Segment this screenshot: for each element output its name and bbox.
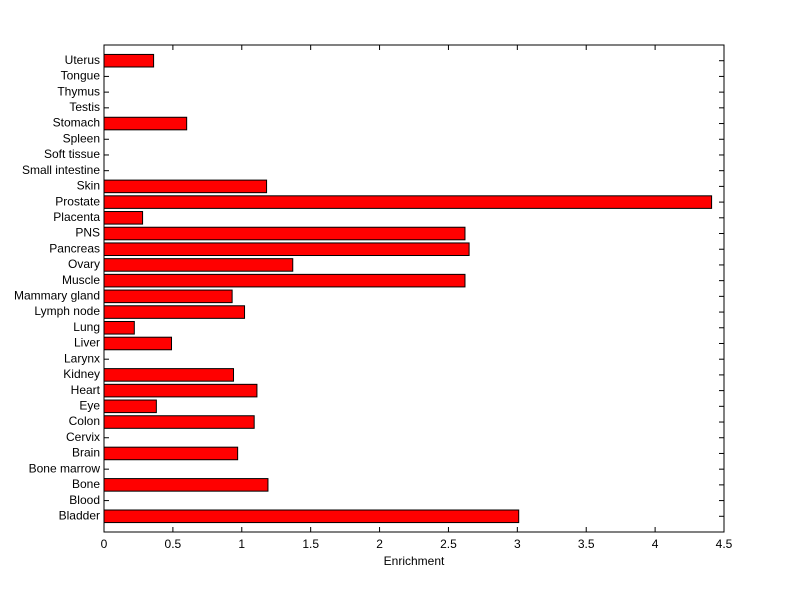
bar [103,383,258,398]
y-tick-label: Tongue [61,69,101,83]
x-tick-label: 1 [238,537,245,551]
x-tick-label: 2.5 [440,537,457,551]
x-tick-label: 0 [101,537,108,551]
y-tick-label: Mammary gland [14,289,100,303]
y-tick-label: Muscle [62,273,100,287]
y-tick-label: Ovary [68,257,100,271]
bar [103,179,268,194]
bar [103,116,188,131]
y-tick-label: Liver [74,336,100,350]
y-tick-label: Stomach [53,116,100,130]
bar [103,289,233,304]
bar [103,211,144,225]
bar [103,258,294,272]
bar [103,368,235,382]
y-tick-label: Testis [69,100,100,114]
y-tick-label: Placenta [53,210,100,224]
x-tick-label: 1.5 [302,537,319,551]
bar [103,242,470,257]
y-tick-label: Kidney [63,367,100,381]
y-tick-label: Uterus [65,53,100,67]
x-tick-label: 4.5 [716,537,733,551]
y-tick-label: Small intestine [22,163,100,177]
y-tick-label: Spleen [63,131,100,145]
y-tick-label: Thymus [57,84,100,98]
y-tick-label: Lung [73,320,100,334]
y-tick-label: Prostate [55,194,100,208]
x-tick-label: 3 [514,537,521,551]
y-tick-label: Blood [69,493,100,507]
x-tick-label: 3.5 [578,537,595,551]
y-tick-label: PNS [75,226,100,240]
bar [103,226,466,241]
bar [103,195,713,209]
bar [103,478,269,492]
bar [103,336,173,351]
x-tick-label: 4 [652,537,659,551]
y-tick-label: Bone marrow [29,461,101,475]
y-tick-label: Larynx [64,351,100,365]
y-tick-label: Cervix [66,430,100,444]
x-axis-label: Enrichment [384,554,445,568]
y-tick-label: Brain [72,446,100,460]
bar [103,273,466,288]
y-tick-label: Colon [69,414,100,428]
bar [103,446,239,461]
y-tick-label: Lymph node [34,304,100,318]
y-tick-label: Heart [71,383,101,397]
bar [103,399,157,414]
bar [103,509,520,524]
y-tick-label: Eye [79,398,100,412]
x-tick-label: 2 [376,537,383,551]
bar [103,415,255,429]
bar [103,305,246,319]
y-tick-label: Skin [77,179,100,193]
y-tick-label: Pancreas [49,241,100,255]
y-tick-label: Bone [72,477,100,491]
y-tick-label: Soft tissue [44,147,100,161]
y-tick-label: Bladder [59,508,100,522]
bar [103,320,135,335]
x-tick-label: 0.5 [165,537,182,551]
bar [103,53,155,68]
